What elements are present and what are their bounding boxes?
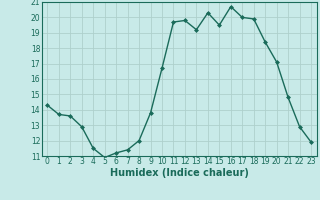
X-axis label: Humidex (Indice chaleur): Humidex (Indice chaleur) bbox=[110, 168, 249, 178]
